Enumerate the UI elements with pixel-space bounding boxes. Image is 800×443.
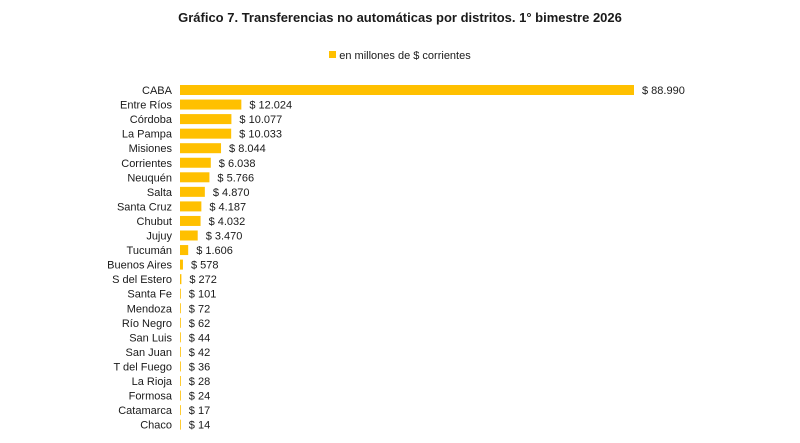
bar — [180, 288, 181, 299]
value-label: $ 1.606 — [196, 245, 233, 257]
legend-swatch — [329, 51, 337, 58]
bar — [180, 143, 222, 154]
value-label: $ 12.024 — [249, 100, 292, 112]
bar — [180, 346, 181, 357]
value-label: $ 36 — [189, 361, 210, 373]
category-label: Chaco — [140, 420, 172, 432]
value-label: $ 4.870 — [213, 187, 250, 199]
category-label: Tucumán — [127, 245, 172, 257]
bar — [180, 259, 183, 270]
value-label: $ 272 — [189, 274, 217, 286]
category-label: Jujuy — [146, 231, 172, 243]
bar — [180, 303, 181, 314]
value-label: $ 10.033 — [239, 129, 282, 141]
value-label: $ 17 — [189, 405, 210, 417]
legend-label: en millones de $ corrientes — [339, 50, 471, 62]
value-label: $ 6.038 — [219, 158, 256, 170]
value-label: $ 88.990 — [642, 85, 685, 97]
category-label: La Rioja — [132, 376, 173, 388]
category-label: Salta — [147, 187, 173, 199]
category-label: Santa Cruz — [117, 201, 172, 213]
value-label: $ 101 — [189, 289, 217, 301]
value-label: $ 28 — [189, 376, 210, 388]
value-label: $ 62 — [189, 318, 210, 330]
category-label: Catamarca — [118, 405, 173, 417]
category-label: La Pampa — [122, 129, 173, 141]
value-label: $ 4.032 — [209, 216, 246, 228]
bar — [180, 128, 232, 139]
category-label: Misiones — [129, 143, 173, 155]
category-label: Corrientes — [121, 158, 172, 170]
bar — [180, 332, 181, 343]
bar — [180, 274, 182, 285]
bar — [180, 230, 198, 241]
category-label: T del Fuego — [113, 361, 172, 373]
bar — [180, 405, 181, 416]
value-label: $ 4.187 — [209, 201, 246, 213]
category-label: San Luis — [129, 332, 172, 344]
bar — [180, 419, 181, 430]
bar — [180, 85, 634, 95]
bar — [180, 245, 189, 256]
category-label: San Juan — [126, 347, 172, 359]
category-label: Córdoba — [130, 114, 173, 126]
category-label: Río Negro — [122, 318, 172, 330]
value-label: $ 42 — [189, 347, 210, 359]
value-label: $ 5.766 — [217, 172, 254, 184]
category-label: S del Estero — [112, 274, 172, 286]
category-label: Mendoza — [127, 303, 173, 315]
value-label: $ 44 — [189, 332, 210, 344]
category-label: Formosa — [129, 391, 173, 403]
category-label: Santa Fe — [127, 289, 172, 301]
chart-title: Gráfico 7. Transferencias no automáticas… — [178, 10, 622, 25]
value-label: $ 14 — [189, 420, 210, 432]
bar — [180, 99, 242, 110]
bar — [180, 201, 202, 212]
value-label: $ 3.470 — [206, 231, 243, 243]
value-label: $ 10.077 — [239, 114, 282, 126]
bar — [180, 376, 181, 386]
bar — [180, 215, 201, 226]
value-label: $ 72 — [189, 303, 210, 315]
legend: en millones de $ corrientes — [0, 50, 800, 62]
category-label: CABA — [142, 85, 173, 97]
bar — [180, 114, 232, 125]
bar — [180, 317, 181, 328]
category-label: Neuquén — [127, 172, 172, 184]
bar — [180, 172, 210, 183]
category-label: Entre Ríos — [120, 100, 172, 112]
value-label: $ 8.044 — [229, 143, 266, 155]
category-label: Chubut — [137, 216, 172, 228]
bar — [180, 186, 205, 197]
bar — [180, 157, 211, 168]
value-label: $ 24 — [189, 391, 210, 403]
bar — [180, 390, 181, 401]
value-label: $ 578 — [191, 260, 219, 272]
category-label: Buenos Aires — [107, 260, 172, 272]
bar — [180, 361, 181, 372]
